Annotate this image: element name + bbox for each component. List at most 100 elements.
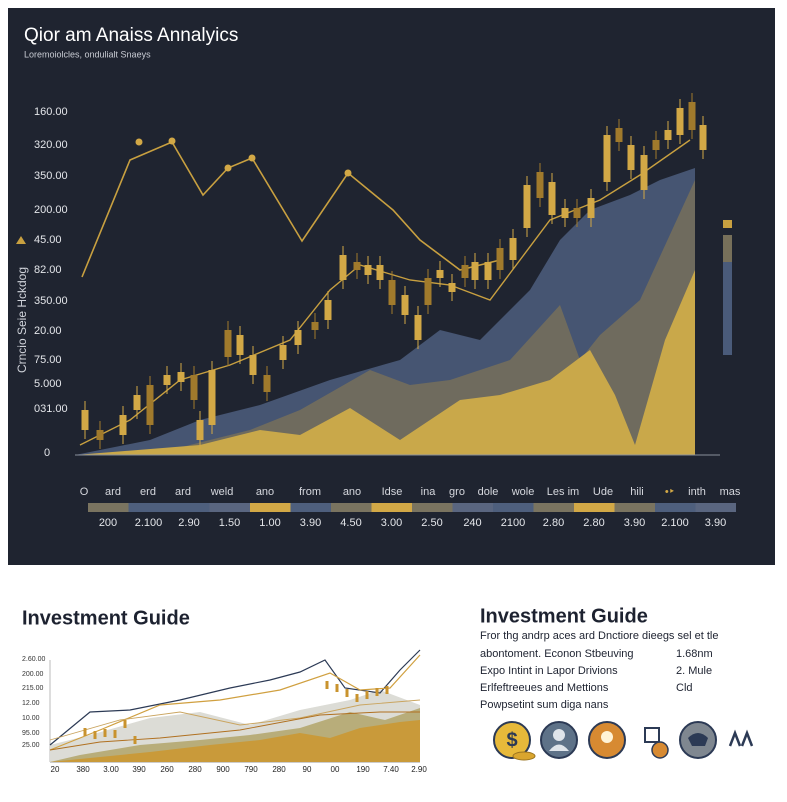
guide-line-thin — [49, 699, 421, 741]
x-label: ano — [343, 486, 361, 498]
icon-person-body — [549, 744, 569, 751]
guide-y-tick: 12.00 — [22, 700, 40, 707]
y-ticks: 160.00 320.00 350.00 200.00 45.00 82.00 350.00… — [34, 106, 68, 459]
y-tick-label: 200.00 — [34, 204, 68, 216]
candle-body — [496, 248, 504, 270]
icon-chat — [688, 733, 708, 746]
y-tick-label: 031.00 — [34, 403, 68, 415]
strip-value: 1.00 — [259, 517, 280, 529]
guide-candle — [325, 681, 329, 689]
guide-line: Erlfeftreeues and Mettions — [480, 682, 609, 694]
candle-body — [615, 128, 623, 142]
strip-segment — [493, 503, 534, 512]
strip-value: 3.90 — [624, 517, 645, 529]
guide-candle — [83, 728, 87, 736]
strip-segment — [331, 503, 372, 512]
icon-coin — [493, 721, 531, 759]
guide-x-label: 790 — [244, 765, 258, 774]
icon-people — [728, 729, 754, 747]
x-label: from — [299, 486, 321, 498]
candle-body — [401, 295, 409, 315]
strip-segment — [574, 503, 615, 512]
guide-candle — [93, 731, 97, 739]
guide-candle — [365, 691, 369, 699]
icon-dollar: $ — [506, 729, 517, 751]
strip-value: 3.90 — [705, 517, 726, 529]
dashboard-title: Qior am Anaiss Annalyics — [24, 25, 238, 46]
strip-value: 200 — [99, 517, 117, 529]
guide-x-label: 190 — [356, 765, 370, 774]
main-chart — [75, 93, 732, 456]
guide-candle — [375, 688, 379, 696]
strip-segment — [88, 503, 129, 512]
icon-bulb — [601, 731, 613, 743]
candle-body — [652, 140, 660, 150]
candle-body — [208, 370, 216, 425]
candle-body — [81, 410, 89, 430]
candle-body — [676, 108, 684, 135]
guide-x-label: 2.90 — [411, 765, 427, 774]
candle-body — [364, 265, 372, 275]
guide-y-tick: 10.00 — [22, 715, 40, 722]
candle-body — [424, 278, 432, 305]
guide-side-value: 2. Mule — [676, 665, 712, 677]
candle-body — [699, 125, 707, 150]
trend-dot — [135, 138, 143, 146]
strip-segment — [209, 503, 250, 512]
x-label: gro — [449, 486, 465, 498]
guide-x-label: 7.40 — [383, 765, 399, 774]
strip-value: 2.80 — [583, 517, 604, 529]
x-label: O — [80, 486, 89, 498]
candle-body — [548, 182, 556, 215]
candle-body — [339, 255, 347, 280]
guide-candle — [385, 686, 389, 694]
strip-value: 2.90 — [178, 517, 199, 529]
candle-body — [436, 270, 444, 278]
guide-x-label: 280 — [272, 765, 286, 774]
guide-line-brown — [49, 711, 420, 751]
side-bar-gold — [723, 220, 732, 228]
guide-line-gold — [49, 654, 421, 751]
x-label: mas — [720, 486, 741, 498]
y-tick-label: 0 — [44, 447, 50, 459]
strip-segment — [128, 503, 169, 512]
candle-body — [190, 375, 198, 400]
guide-y-tick: 200.00 — [22, 671, 44, 678]
candle-body — [587, 198, 595, 218]
guide-candle — [113, 730, 117, 738]
guide-text-title: Investment Guide — [480, 605, 648, 627]
axis-marker — [16, 236, 26, 244]
x-label: ina — [421, 486, 437, 498]
candle-body — [311, 322, 319, 330]
candlesticks — [81, 93, 707, 449]
x-label: weld — [210, 486, 234, 498]
guide-y-tick: 215.00 — [22, 685, 44, 692]
y-tick-label: 320.00 — [34, 139, 68, 151]
guide-y-ticks: 2.60.00 200.00 215.00 12.00 10.00 95.00 25.00 — [22, 656, 45, 749]
strip-value: 2100 — [501, 517, 525, 529]
strip-segment — [169, 503, 210, 512]
strip-value: 240 — [463, 517, 481, 529]
candle-body — [484, 262, 492, 280]
candle-body — [461, 265, 469, 278]
candle-body — [353, 262, 361, 270]
guide-x-label: 00 — [331, 765, 340, 774]
candle-body — [388, 280, 396, 305]
guide-x-label: 280 — [188, 765, 202, 774]
strip-value: 2.50 — [421, 517, 442, 529]
guide-candle — [103, 729, 107, 737]
candle-body — [263, 375, 271, 392]
x-label: inth — [688, 486, 706, 498]
guide-line-dark — [49, 649, 421, 746]
candle-body — [96, 430, 104, 440]
strip-value: 2.100 — [135, 517, 163, 529]
y-tick-label: 5.000 — [34, 378, 62, 390]
guide-x-label: 260 — [160, 765, 174, 774]
icon-network — [644, 727, 660, 743]
strip-value: 3.00 — [381, 517, 402, 529]
guide-area-gold — [50, 720, 420, 762]
candle-body — [196, 420, 204, 440]
candle-body — [236, 335, 244, 355]
strip-segment — [412, 503, 453, 512]
